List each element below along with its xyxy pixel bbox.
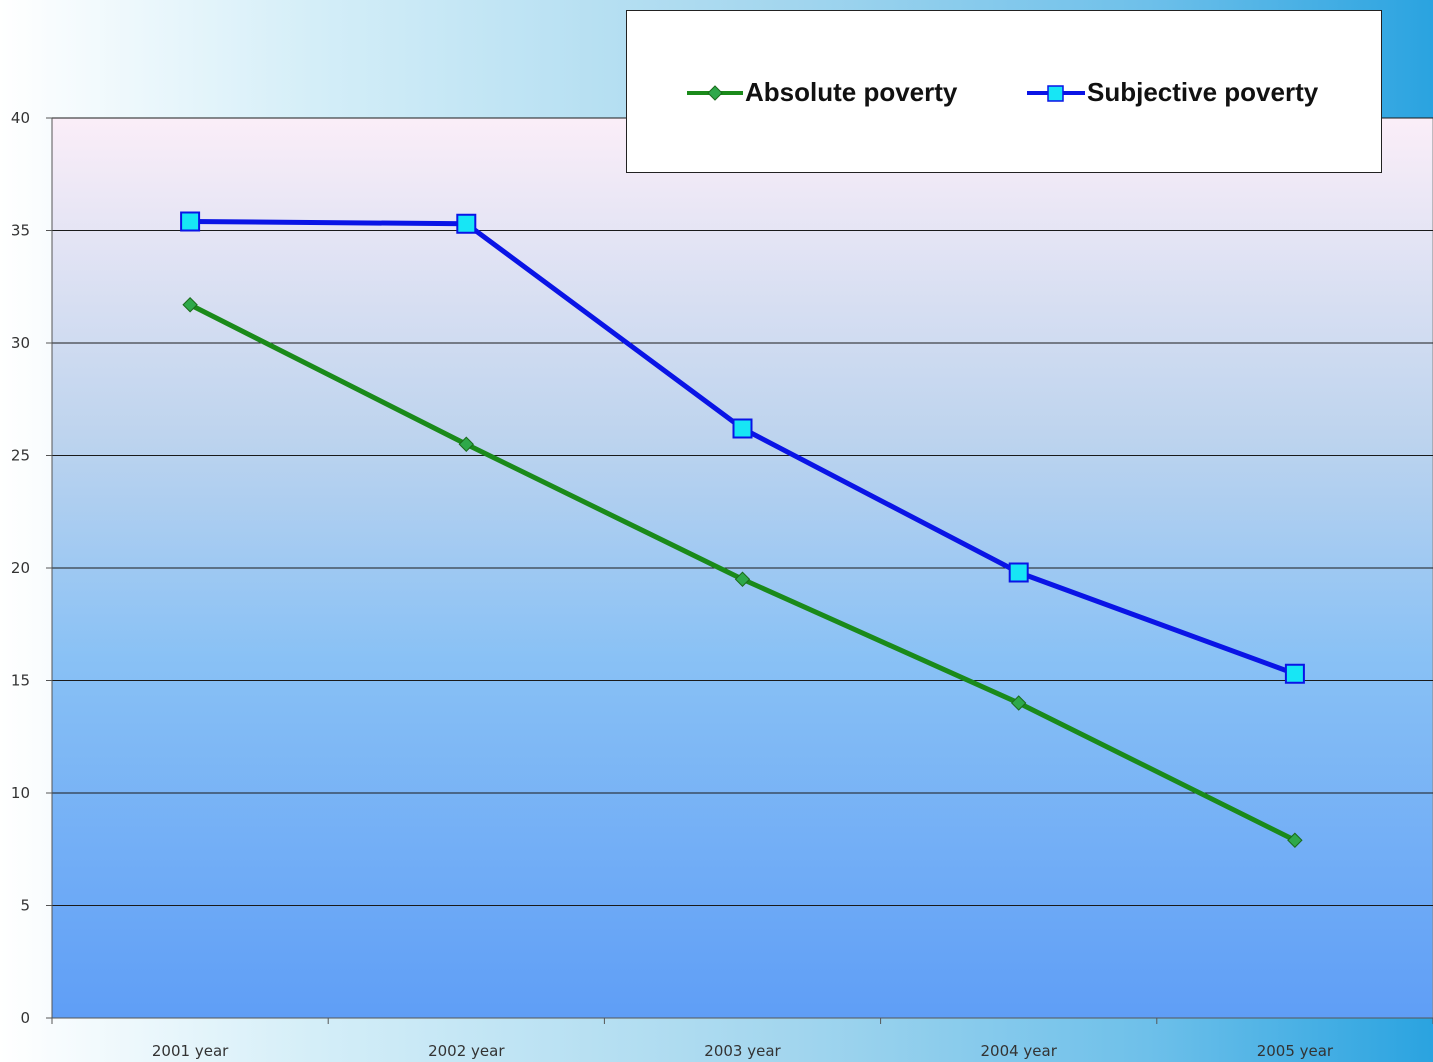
data-point-diamond bbox=[734, 571, 751, 587]
data-point-diamond bbox=[458, 436, 475, 452]
data-point-diamond bbox=[182, 297, 198, 313]
data-point-square bbox=[180, 211, 201, 232]
x-tick-label: 2004 year bbox=[980, 1042, 1057, 1060]
legend-label-absolute: Absolute poverty bbox=[745, 77, 958, 107]
data-point-square bbox=[732, 418, 753, 439]
legend-swatch-absolute bbox=[687, 84, 743, 101]
x-tick-label: 2003 year bbox=[704, 1042, 781, 1060]
legend: Absolute poverty Subjective poverty bbox=[626, 10, 1382, 173]
legend-item-subjective-poverty: Subjective poverty bbox=[1027, 77, 1318, 108]
legend-label-subjective: Subjective poverty bbox=[1087, 77, 1319, 107]
y-tick-label: 0 bbox=[20, 1009, 30, 1027]
y-tick-label: 5 bbox=[20, 897, 30, 915]
legend-swatch-subjective bbox=[1027, 84, 1085, 102]
y-tick-label: 30 bbox=[11, 334, 30, 352]
y-tick-label: 40 bbox=[11, 109, 30, 127]
data-point-diamond bbox=[1287, 832, 1303, 848]
gridlines bbox=[52, 117, 1433, 906]
axes: 0 5 10 15 20 25 30 35 40 2001 year 2002 year 2003 y… bbox=[11, 109, 1433, 1060]
data-point-square bbox=[1008, 562, 1029, 583]
y-tick-label: 35 bbox=[11, 222, 30, 240]
y-tick-label: 20 bbox=[11, 559, 30, 577]
series-lines bbox=[180, 211, 1305, 848]
x-tick-label: 2001 year bbox=[152, 1042, 229, 1060]
data-point-square bbox=[456, 213, 477, 234]
data-point-diamond bbox=[1010, 695, 1027, 711]
y-tick-label: 25 bbox=[11, 447, 30, 465]
y-tick-label: 10 bbox=[11, 784, 30, 802]
data-point-square bbox=[1284, 663, 1305, 684]
y-tick-label: 15 bbox=[11, 672, 30, 690]
x-tick-label: 2005 year bbox=[1257, 1042, 1334, 1060]
x-tick-label: 2002 year bbox=[428, 1042, 505, 1060]
legend-item-absolute-poverty: Absolute poverty bbox=[687, 77, 957, 108]
